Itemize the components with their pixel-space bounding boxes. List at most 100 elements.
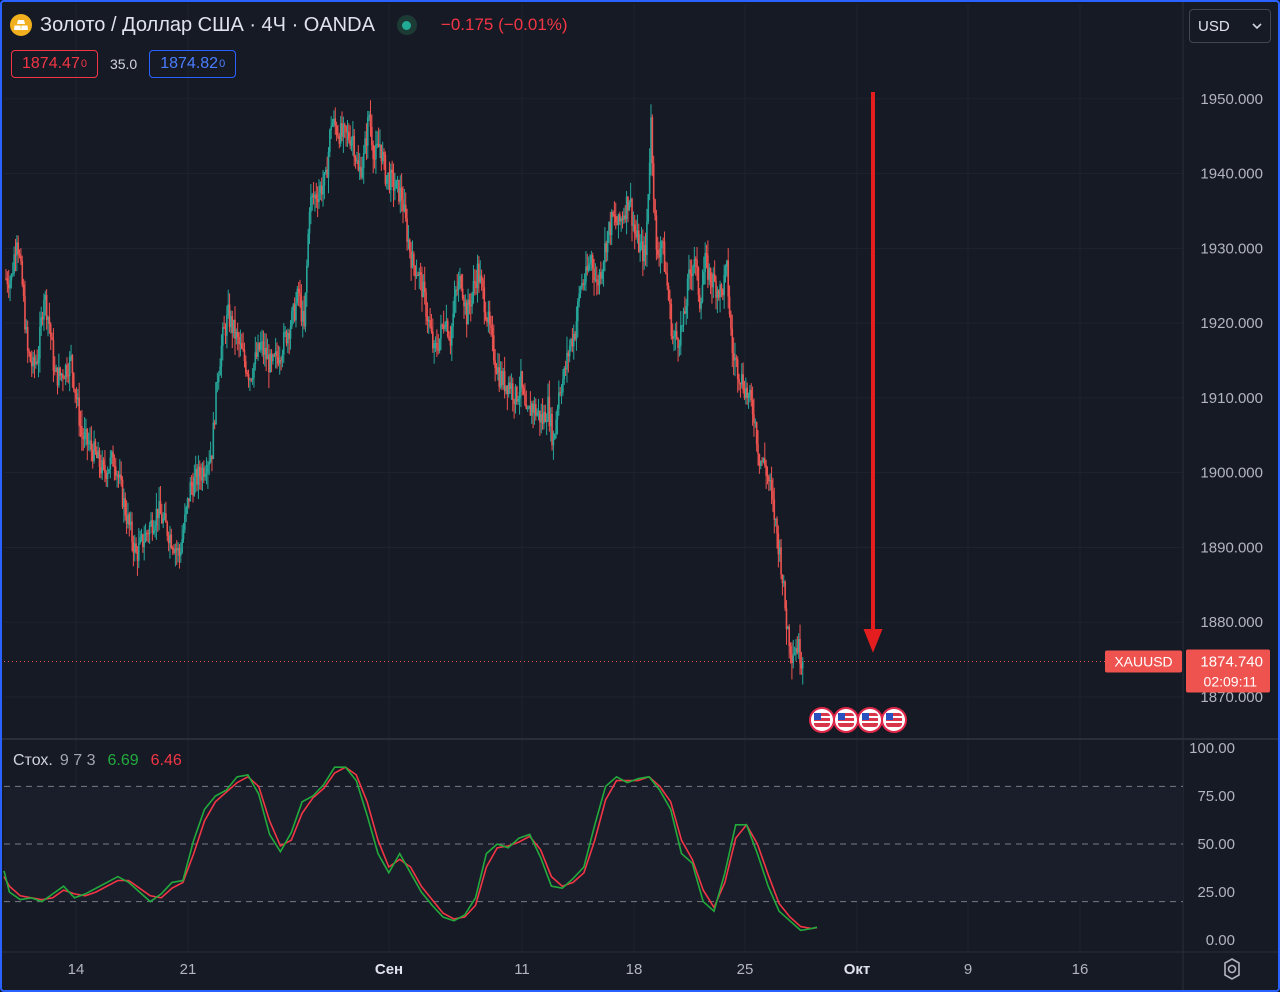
candle-body xyxy=(274,351,277,356)
candle-body xyxy=(399,187,402,202)
candle-body xyxy=(537,410,540,414)
currency-select[interactable]: USD xyxy=(1189,9,1271,43)
candle-body xyxy=(694,258,697,261)
candle-body xyxy=(529,406,532,416)
candle-body xyxy=(21,261,24,285)
candle-body xyxy=(269,353,272,373)
candle-body xyxy=(366,117,369,146)
candle-body xyxy=(433,343,435,349)
candle-body xyxy=(453,296,456,314)
candle-body xyxy=(264,347,266,355)
candle-body xyxy=(684,311,686,314)
candle-body xyxy=(723,274,725,296)
candle-body xyxy=(499,370,502,387)
candle-body xyxy=(708,268,711,280)
candle-body xyxy=(564,368,567,370)
candle-body xyxy=(414,266,417,277)
candle-body xyxy=(350,139,353,146)
candle-body xyxy=(109,457,112,470)
candle-body xyxy=(442,324,445,329)
candle-body xyxy=(509,382,511,390)
candle-body xyxy=(593,268,595,280)
candle-body xyxy=(468,299,471,305)
gear-icon[interactable] xyxy=(1219,956,1245,982)
stoch-k-value: 6.69 xyxy=(107,752,139,769)
candle-body xyxy=(349,139,351,146)
candle-body xyxy=(228,304,231,328)
time-axis-label: 9 xyxy=(964,961,972,978)
candle-body xyxy=(403,204,406,212)
candle-body xyxy=(35,361,37,365)
candle-body xyxy=(194,469,197,478)
candle-body xyxy=(163,513,166,519)
candle-body xyxy=(719,284,721,298)
candle-body xyxy=(170,534,173,548)
candle-body xyxy=(144,532,147,542)
symbol-header[interactable]: Золото / Доллар США · 4Ч · OANDA −0.175 … xyxy=(10,11,568,39)
candle-body xyxy=(675,331,678,339)
candle-body xyxy=(20,255,22,262)
candle-body xyxy=(159,501,162,514)
candle-body xyxy=(224,328,227,336)
candle-body xyxy=(652,163,655,200)
us-flag-stripe xyxy=(886,716,902,718)
candle-body xyxy=(704,253,706,272)
candle-body xyxy=(320,185,323,195)
candle-body xyxy=(44,295,47,301)
candle-body xyxy=(319,185,322,193)
candle-body xyxy=(146,532,148,534)
candle-body xyxy=(154,525,156,531)
candle-body xyxy=(33,357,36,365)
candle-body xyxy=(158,501,160,519)
candle-body xyxy=(707,255,709,280)
candle-body xyxy=(426,316,429,322)
candle-body xyxy=(644,245,647,256)
candle-body xyxy=(89,440,91,444)
stochastic-legend[interactable]: Стох. 9 7 3 6.69 6.46 xyxy=(13,752,182,770)
candle-body xyxy=(11,273,14,275)
us-flag-icon xyxy=(857,707,883,733)
candle-body xyxy=(100,466,102,474)
candle-body xyxy=(606,231,609,253)
candle-body xyxy=(246,372,248,375)
candle-body xyxy=(53,370,56,372)
candle-body xyxy=(219,366,221,376)
candle-body xyxy=(147,533,150,535)
candle-body xyxy=(184,514,186,530)
candle-body xyxy=(402,199,404,212)
candle-body xyxy=(506,385,509,395)
candle-body xyxy=(24,296,26,330)
candle-body xyxy=(651,117,654,164)
candle-body xyxy=(659,248,662,258)
candle-body xyxy=(609,222,612,236)
last-price-axis-value: 1874.740 xyxy=(1200,654,1263,671)
stoch-k-line xyxy=(3,766,818,932)
candle-body xyxy=(14,254,17,256)
candle-body xyxy=(40,317,43,327)
candle-body xyxy=(342,124,345,137)
candle-body xyxy=(762,458,765,462)
candle-body xyxy=(156,508,159,519)
candle-body xyxy=(68,356,71,377)
candle-body xyxy=(212,422,215,460)
candle-body xyxy=(284,331,286,333)
buy-button[interactable]: 1874.82 0 xyxy=(149,50,237,78)
sell-button[interactable]: 1874.47 0 xyxy=(11,50,98,78)
time-axis-label: 16 xyxy=(1072,961,1089,978)
candle-body xyxy=(123,498,125,507)
candle-body xyxy=(196,469,198,485)
candle-body xyxy=(476,263,479,288)
candle-body xyxy=(354,157,357,161)
candle-body xyxy=(524,394,526,405)
candle-body xyxy=(113,466,116,468)
candle-body xyxy=(633,224,636,234)
candle-body xyxy=(726,260,728,267)
candle-body xyxy=(324,169,327,173)
candle-body xyxy=(483,287,486,313)
candle-body xyxy=(788,626,790,647)
symbol-title[interactable]: Золото / Доллар США · 4Ч · OANDA xyxy=(40,13,375,36)
candle-body xyxy=(551,413,553,446)
candle-body xyxy=(663,241,666,272)
candle-body xyxy=(422,281,425,298)
